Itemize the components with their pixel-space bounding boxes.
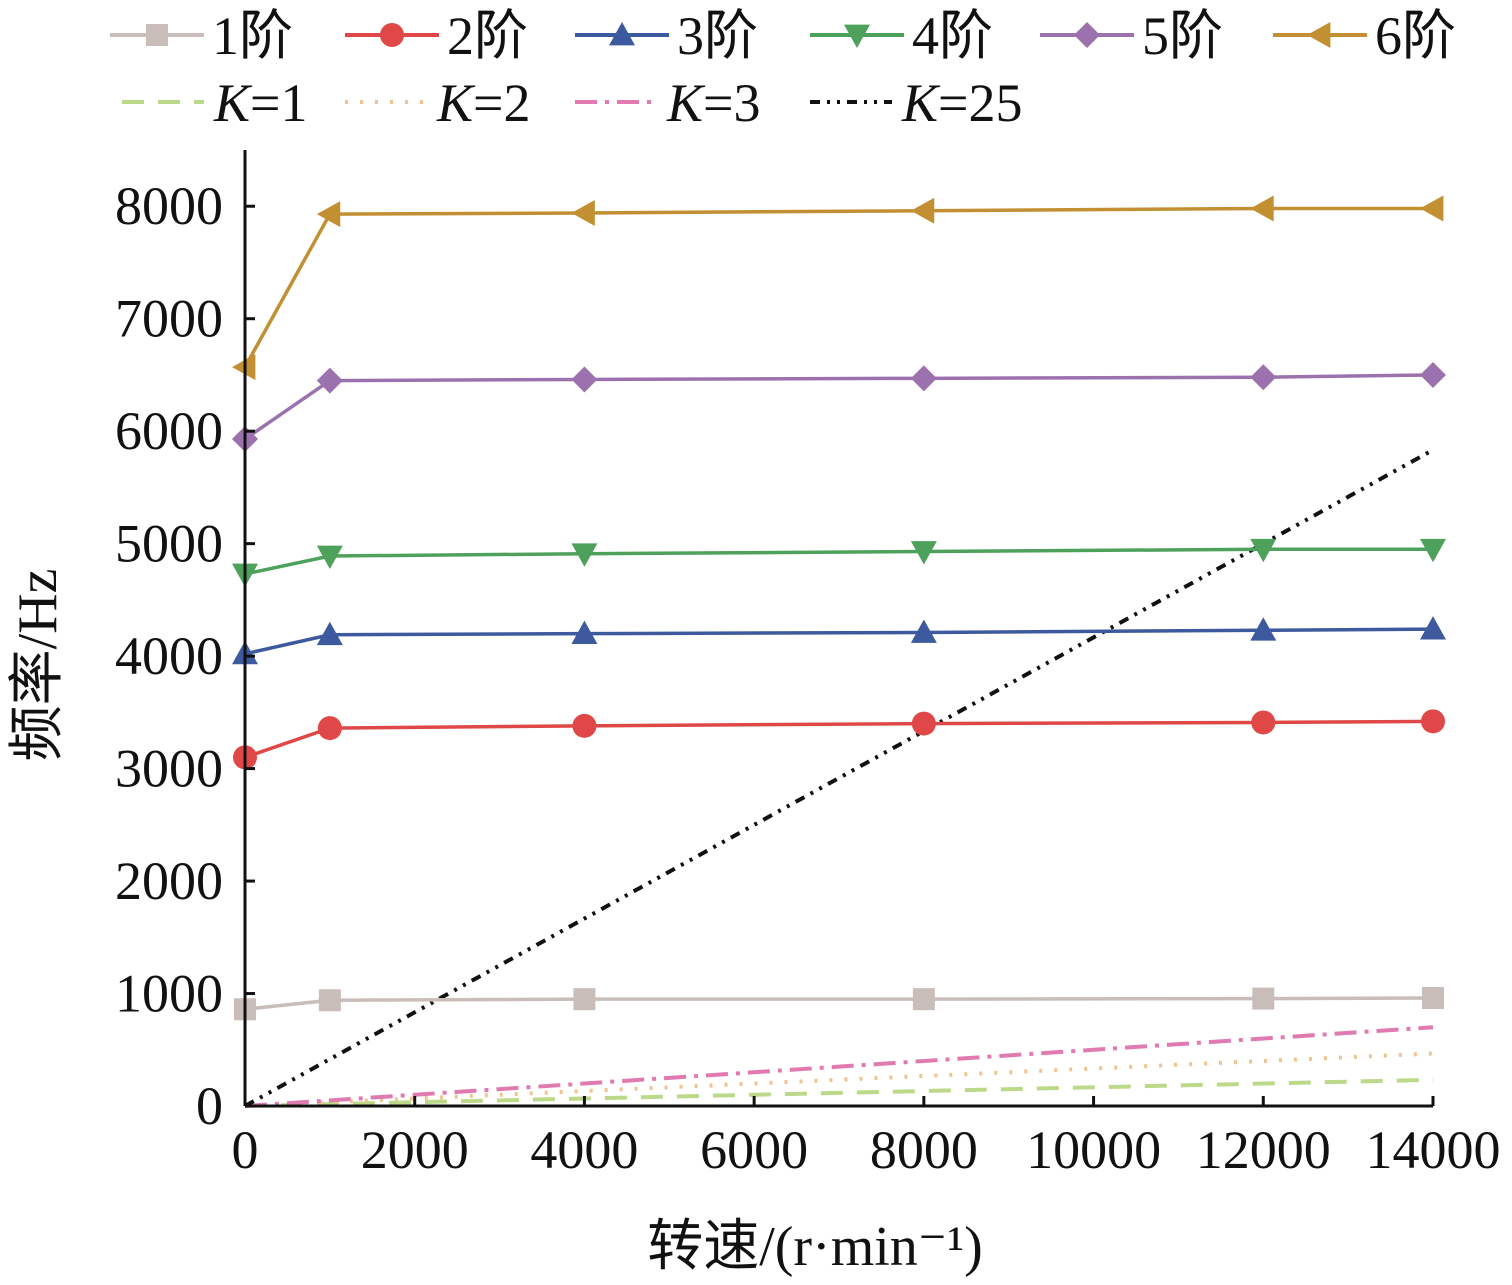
plot-area: 0 2000 4000 6000 8000 10000 12000 14000 0 1000 200… bbox=[115, 150, 1501, 1180]
legend-item: 3阶 bbox=[575, 6, 758, 66]
series-6 bbox=[232, 195, 1444, 381]
data-point bbox=[571, 620, 598, 645]
data-point bbox=[910, 197, 935, 224]
x-tick-label: 12000 bbox=[1196, 1120, 1331, 1180]
legend-label: K=3 bbox=[666, 73, 761, 133]
data-point bbox=[316, 621, 343, 646]
series-lines bbox=[232, 195, 1446, 1021]
y-tick-label: 5000 bbox=[115, 514, 223, 574]
y-tick-label: 8000 bbox=[115, 176, 223, 236]
series-line-3 bbox=[244, 627, 1434, 656]
data-point bbox=[572, 713, 597, 738]
legend-marker bbox=[380, 23, 404, 47]
reference-line-2 bbox=[244, 1051, 1434, 1108]
x-tick-label: 4000 bbox=[530, 1120, 638, 1180]
series-3 bbox=[232, 616, 1446, 665]
data-point bbox=[571, 543, 598, 567]
series-line-2 bbox=[244, 719, 1434, 759]
data-point bbox=[316, 545, 343, 570]
legend-item: K=3 bbox=[575, 73, 761, 133]
legend-label: 5阶 bbox=[1142, 6, 1223, 66]
series-line-6 bbox=[243, 206, 1433, 368]
y-tick-label: 3000 bbox=[115, 739, 223, 799]
legend-label: K=25 bbox=[901, 73, 1023, 133]
reference-line-4 bbox=[244, 448, 1434, 1108]
x-tick-label: 6000 bbox=[700, 1120, 808, 1180]
legend-marker bbox=[844, 24, 870, 48]
legend-item: 1阶 bbox=[110, 6, 293, 66]
data-point bbox=[1252, 987, 1275, 1010]
data-point bbox=[912, 988, 935, 1011]
legend-label: K=2 bbox=[436, 73, 531, 133]
legend-label: 2阶 bbox=[447, 6, 528, 66]
data-point bbox=[1421, 709, 1445, 734]
x-tick-label: 10000 bbox=[1026, 1120, 1161, 1180]
legend-label: K=1 bbox=[213, 73, 308, 133]
legend: 1阶 2阶 3阶 4阶 5阶 6阶 K=1 K=2 K=3 K=25 bbox=[110, 6, 1456, 133]
legend-item: 5阶 bbox=[1040, 6, 1223, 66]
data-point bbox=[1250, 617, 1277, 641]
data-point bbox=[910, 365, 937, 392]
x-tick-label: 2000 bbox=[361, 1120, 469, 1180]
x-tick-label: 14000 bbox=[1366, 1120, 1501, 1180]
series-5 bbox=[232, 361, 1446, 453]
legend-item: 4阶 bbox=[810, 6, 993, 66]
y-tick-label: 0 bbox=[196, 1076, 223, 1136]
series-1 bbox=[234, 987, 1444, 1021]
data-point bbox=[910, 541, 937, 565]
x-tick-label: 8000 bbox=[870, 1120, 978, 1180]
y-axis-label: 频率/Hz bbox=[7, 569, 69, 762]
data-point bbox=[316, 201, 341, 228]
series-line-5 bbox=[244, 373, 1434, 441]
data-point bbox=[1251, 710, 1276, 735]
data-point bbox=[571, 366, 598, 393]
legend-label: 4阶 bbox=[912, 6, 993, 66]
axes: 0 2000 4000 6000 8000 10000 12000 14000 0 1000 200… bbox=[115, 150, 1501, 1180]
data-point bbox=[316, 367, 343, 394]
legend-item: K=1 bbox=[122, 73, 308, 133]
data-point bbox=[1420, 195, 1444, 222]
series-line-1 bbox=[244, 996, 1434, 1012]
legend-label: 3阶 bbox=[677, 6, 758, 66]
legend-marker bbox=[1307, 22, 1331, 48]
legend-item: K=2 bbox=[345, 73, 531, 133]
legend-item: K=25 bbox=[810, 73, 1023, 133]
data-point bbox=[1420, 616, 1446, 640]
data-point bbox=[318, 989, 341, 1012]
y-tick-label: 1000 bbox=[115, 964, 223, 1024]
data-point bbox=[1250, 364, 1277, 391]
data-point bbox=[571, 199, 595, 226]
legend-marker bbox=[1074, 22, 1100, 48]
series-line-4 bbox=[244, 547, 1433, 576]
y-tick-label: 7000 bbox=[115, 289, 223, 349]
series-4 bbox=[232, 538, 1446, 588]
reference-line-3 bbox=[244, 1025, 1434, 1108]
y-tick-label: 6000 bbox=[115, 401, 223, 461]
data-point bbox=[317, 716, 342, 741]
x-axis-label: 转速/(r·min⁻¹) bbox=[647, 1216, 983, 1278]
y-tick-label: 4000 bbox=[115, 626, 223, 686]
legend-item: 6阶 bbox=[1273, 6, 1456, 66]
reference-line-1 bbox=[244, 1077, 1434, 1108]
y-tick-label: 2000 bbox=[115, 851, 223, 911]
series-2 bbox=[233, 709, 1445, 770]
data-point bbox=[1250, 195, 1274, 222]
legend-marker bbox=[609, 22, 635, 46]
legend-item: 2阶 bbox=[345, 6, 528, 66]
data-point bbox=[910, 619, 937, 643]
data-point bbox=[1420, 361, 1446, 388]
x-tick-label: 0 bbox=[232, 1120, 259, 1180]
data-point bbox=[1420, 538, 1446, 563]
legend-marker bbox=[146, 24, 168, 46]
data-point bbox=[911, 711, 936, 736]
data-point bbox=[1250, 538, 1277, 563]
legend-label: 6阶 bbox=[1375, 6, 1456, 66]
data-point bbox=[1422, 987, 1444, 1010]
reference-lines bbox=[244, 448, 1434, 1108]
legend-label: 1阶 bbox=[212, 6, 293, 66]
data-point bbox=[573, 988, 596, 1011]
